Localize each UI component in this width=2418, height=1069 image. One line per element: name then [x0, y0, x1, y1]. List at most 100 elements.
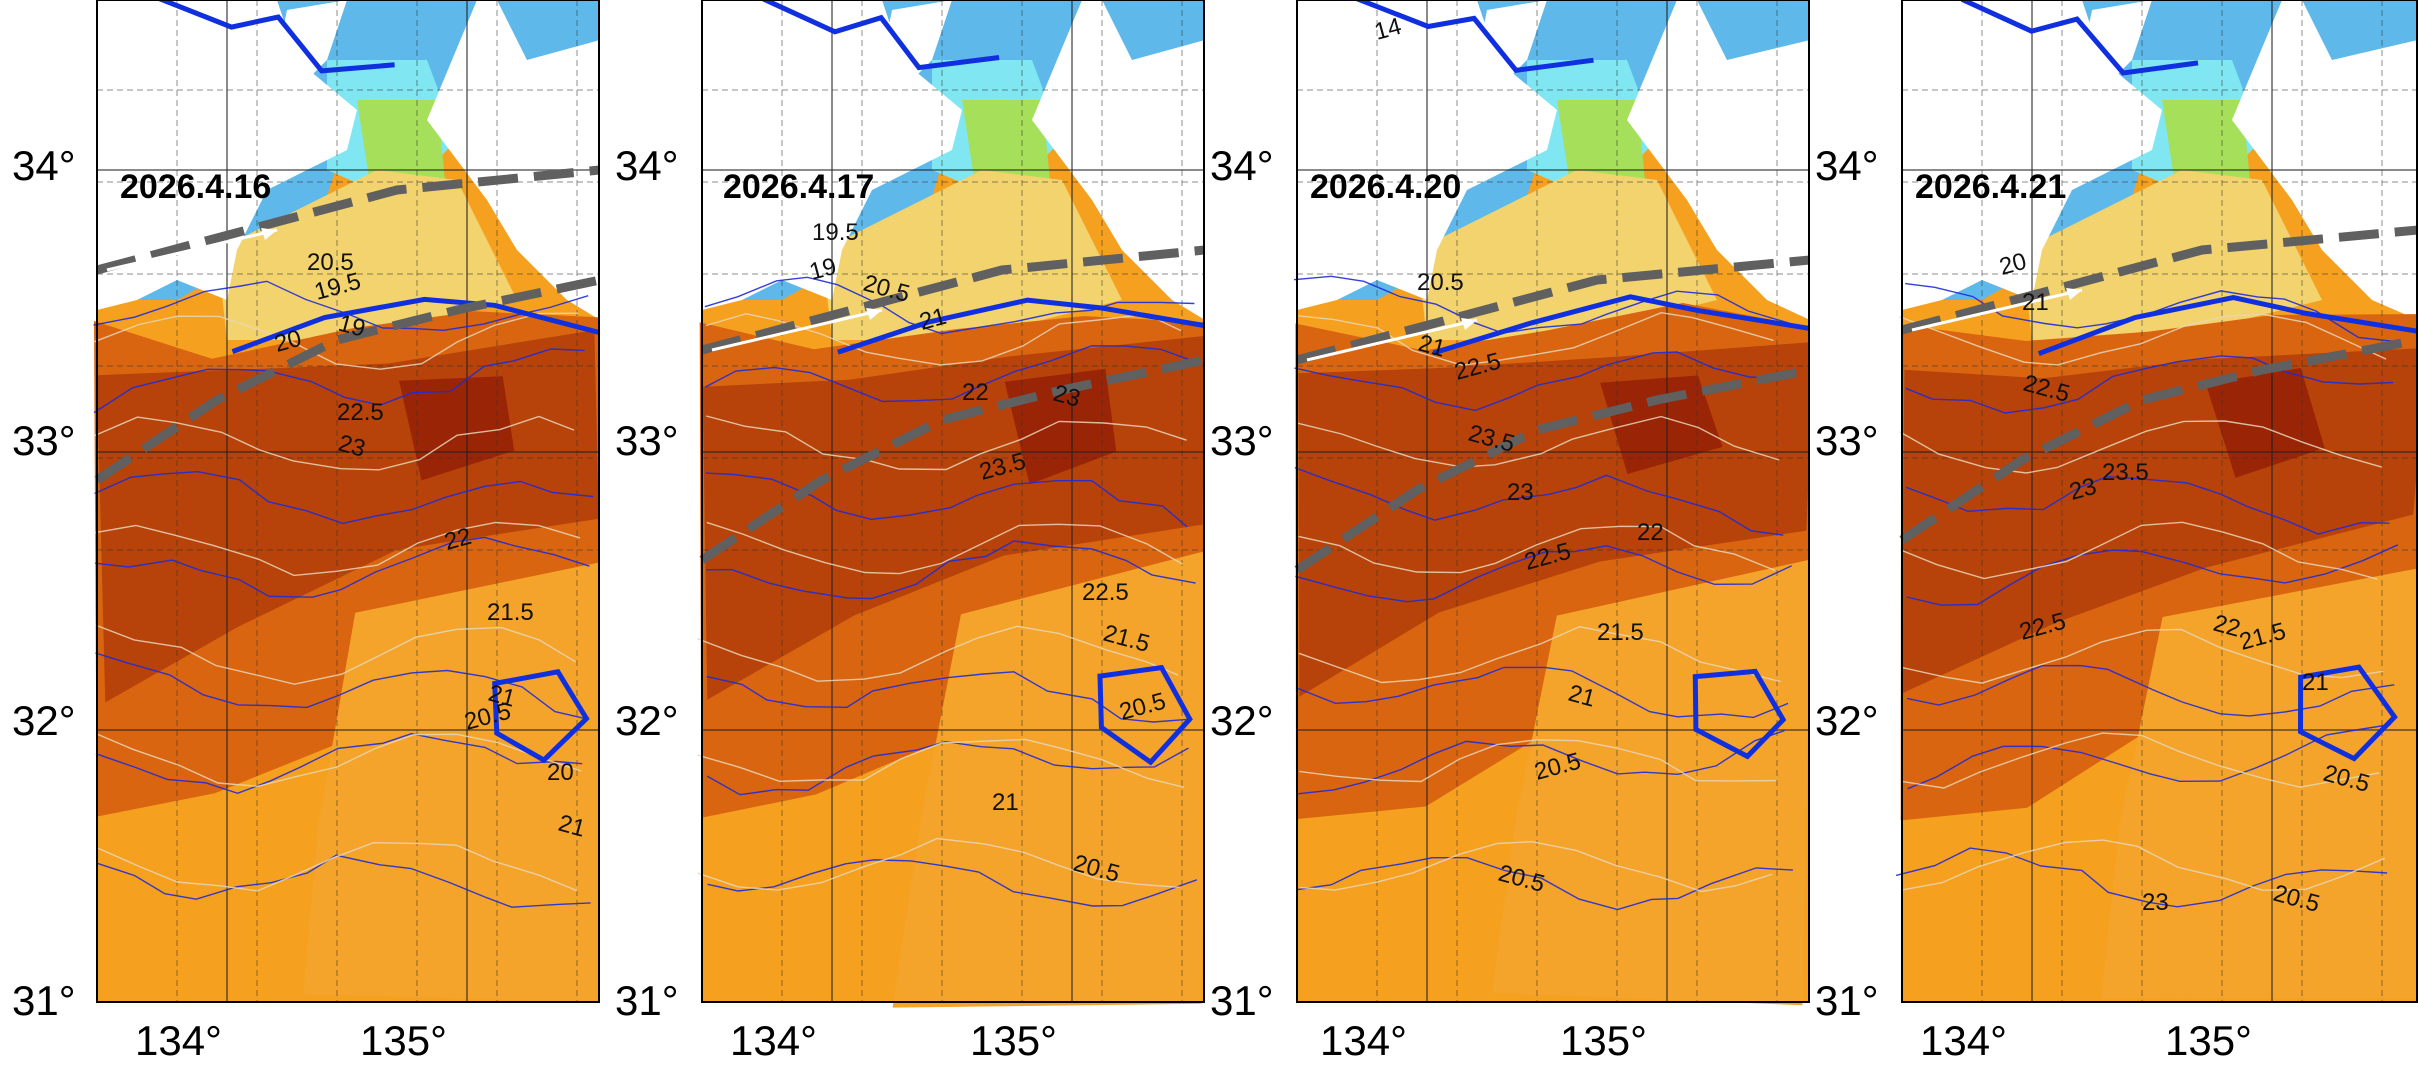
light-isotherm-contour: [1299, 739, 1777, 783]
isotherm-contour: [95, 732, 583, 795]
kuroshio-axis-south: [94, 275, 600, 484]
light-isotherm-contour: [95, 841, 578, 892]
warm-eddy-area: [1600, 375, 1723, 474]
contour-value-label: 22.5: [1082, 579, 1129, 606]
light-isotherm-contour: [1298, 525, 1776, 574]
contour-value-label: 20: [547, 759, 574, 786]
contour-value-label: 23: [2142, 889, 2169, 916]
isotherm-contour: [1294, 351, 1787, 412]
map-panel-2: 19 19.5 20.5 21 22 23 23.5 22.5 21.5 20.5 21 20.5 2…: [600, 0, 1205, 1069]
contour-value-label: 20.5: [1417, 269, 1464, 296]
lon-label-134: 134°: [135, 1017, 222, 1064]
thick-isotherm-north: [155, 0, 395, 74]
lat-label-32: 32°: [1210, 697, 1274, 744]
thick-isotherm-north: [1355, 0, 1594, 73]
thick-isotherm-north: [760, 0, 1000, 71]
current-arrow-head: [2066, 288, 2082, 300]
isotherm-contour: [1295, 545, 1792, 603]
isotherm-contour: [706, 540, 1196, 600]
light-isotherm-contour: [706, 521, 1183, 575]
isotherm-contour: [1906, 664, 2395, 717]
thick-isotherm-contour: [1432, 294, 1810, 356]
lon-label-134: 134°: [1920, 1017, 2007, 1064]
thick-isotherm-contour: [837, 297, 1205, 355]
light-isotherm-contour: [1899, 313, 2387, 366]
contour-value-label: 23.5: [2102, 459, 2149, 486]
lon-label-135: 135°: [1560, 1017, 1647, 1064]
contour-value-label: 22: [962, 379, 989, 406]
thick-isotherm-eddy: [2297, 664, 2398, 762]
isotherm-contour: [1296, 857, 1793, 911]
lat-label-32: 32°: [1815, 697, 1879, 744]
lon-label-135: 135°: [360, 1017, 447, 1064]
light-isotherm-contour: [1900, 732, 2380, 789]
light-isotherm-contour: [705, 312, 1182, 366]
current-arrow: [1306, 318, 1478, 362]
kuroshio-axis-south: [1899, 335, 2418, 544]
cold-water-area-east: [497, 0, 600, 60]
contour-value-label: 21: [2022, 289, 2049, 316]
awaji-island-land: [277, 0, 347, 90]
cold-water-area-east: [1102, 0, 1205, 60]
lat-label-31: 31°: [1210, 977, 1274, 1024]
thick-isotherm-north: [1960, 0, 2199, 76]
map-panel-4: 20 21 22.5 23 23.5 22 21.5 21 20.5 22.5 23 20.5 202…: [1810, 0, 2418, 1069]
plot-frame: [1296, 0, 1810, 1003]
plot-frame: [96, 0, 600, 1003]
isotherm-contour: [94, 470, 594, 525]
contour-value-label: 21.5: [487, 599, 534, 626]
contour-value-label: 22: [1637, 519, 1664, 546]
lat-label-34: 34°: [1210, 142, 1274, 189]
plot-frame: [1901, 0, 2418, 1003]
lat-label-31: 31°: [12, 977, 76, 1024]
warm-eddy-area: [2205, 368, 2325, 478]
lat-label-32: 32°: [615, 697, 679, 744]
isotherm-contour: [1295, 666, 1789, 719]
cold-water-area-east: [2302, 0, 2418, 60]
lat-label-32: 32°: [12, 697, 76, 744]
panel-date-label: 2026.4.21: [1915, 168, 2067, 206]
light-isotherm-contour: [706, 415, 1187, 471]
current-arrow: [711, 308, 883, 352]
contour-value-label: 21: [2302, 669, 2329, 696]
lon-label-134: 134°: [730, 1017, 817, 1064]
kuroshio-axis-north: [1900, 225, 2418, 335]
light-isotherm-contour: [95, 624, 576, 685]
panel-date-label: 2026.4.17: [723, 168, 875, 206]
isotherm-contour: [707, 859, 1198, 907]
kuroshio-axis-north: [1295, 255, 1810, 365]
light-isotherm-contour: [1297, 415, 1780, 468]
yellow-water-area: [217, 170, 517, 340]
current-arrow: [1911, 288, 2083, 332]
cold-water-area-east: [1697, 0, 1810, 60]
isotherm-contour: [704, 345, 1192, 403]
lat-label-34: 34°: [12, 142, 76, 189]
isotherm-contour: [706, 671, 1193, 723]
kii-peninsula-land: [1032, 0, 1205, 320]
isotherm-contour: [1906, 544, 2399, 606]
contour-value-label: 23: [1507, 479, 1534, 506]
light-isotherm-contour: [1297, 311, 1774, 366]
current-arrow-head: [866, 308, 882, 320]
light-isotherm-contour: [1899, 521, 2378, 580]
light-isotherm-contour: [95, 732, 582, 788]
isotherm-contour: [1293, 275, 1791, 334]
light-isotherm-contour: [697, 837, 1180, 891]
light-isotherm-contour: [696, 625, 1179, 682]
current-arrow: [106, 228, 278, 272]
light-isotherm-contour: [93, 312, 579, 370]
southern-water-area: [2101, 568, 2418, 999]
isotherm-contour: [704, 276, 1195, 335]
map-panel-3: 14 20.5 21 22.5 23 23.5 22.5 21.5 21 20.5 22 20.5 2…: [1205, 0, 1810, 1069]
isotherm-contour: [94, 536, 590, 598]
southern-water-area: [303, 562, 600, 1003]
isotherm-contour: [95, 652, 586, 720]
contour-value-label: 20.5: [307, 249, 354, 276]
isotherm-contour: [1905, 475, 2390, 535]
kii-peninsula-land: [1627, 0, 1810, 320]
contour-value-label: 21: [992, 789, 1019, 816]
light-isotherm-contour: [1299, 840, 1773, 893]
